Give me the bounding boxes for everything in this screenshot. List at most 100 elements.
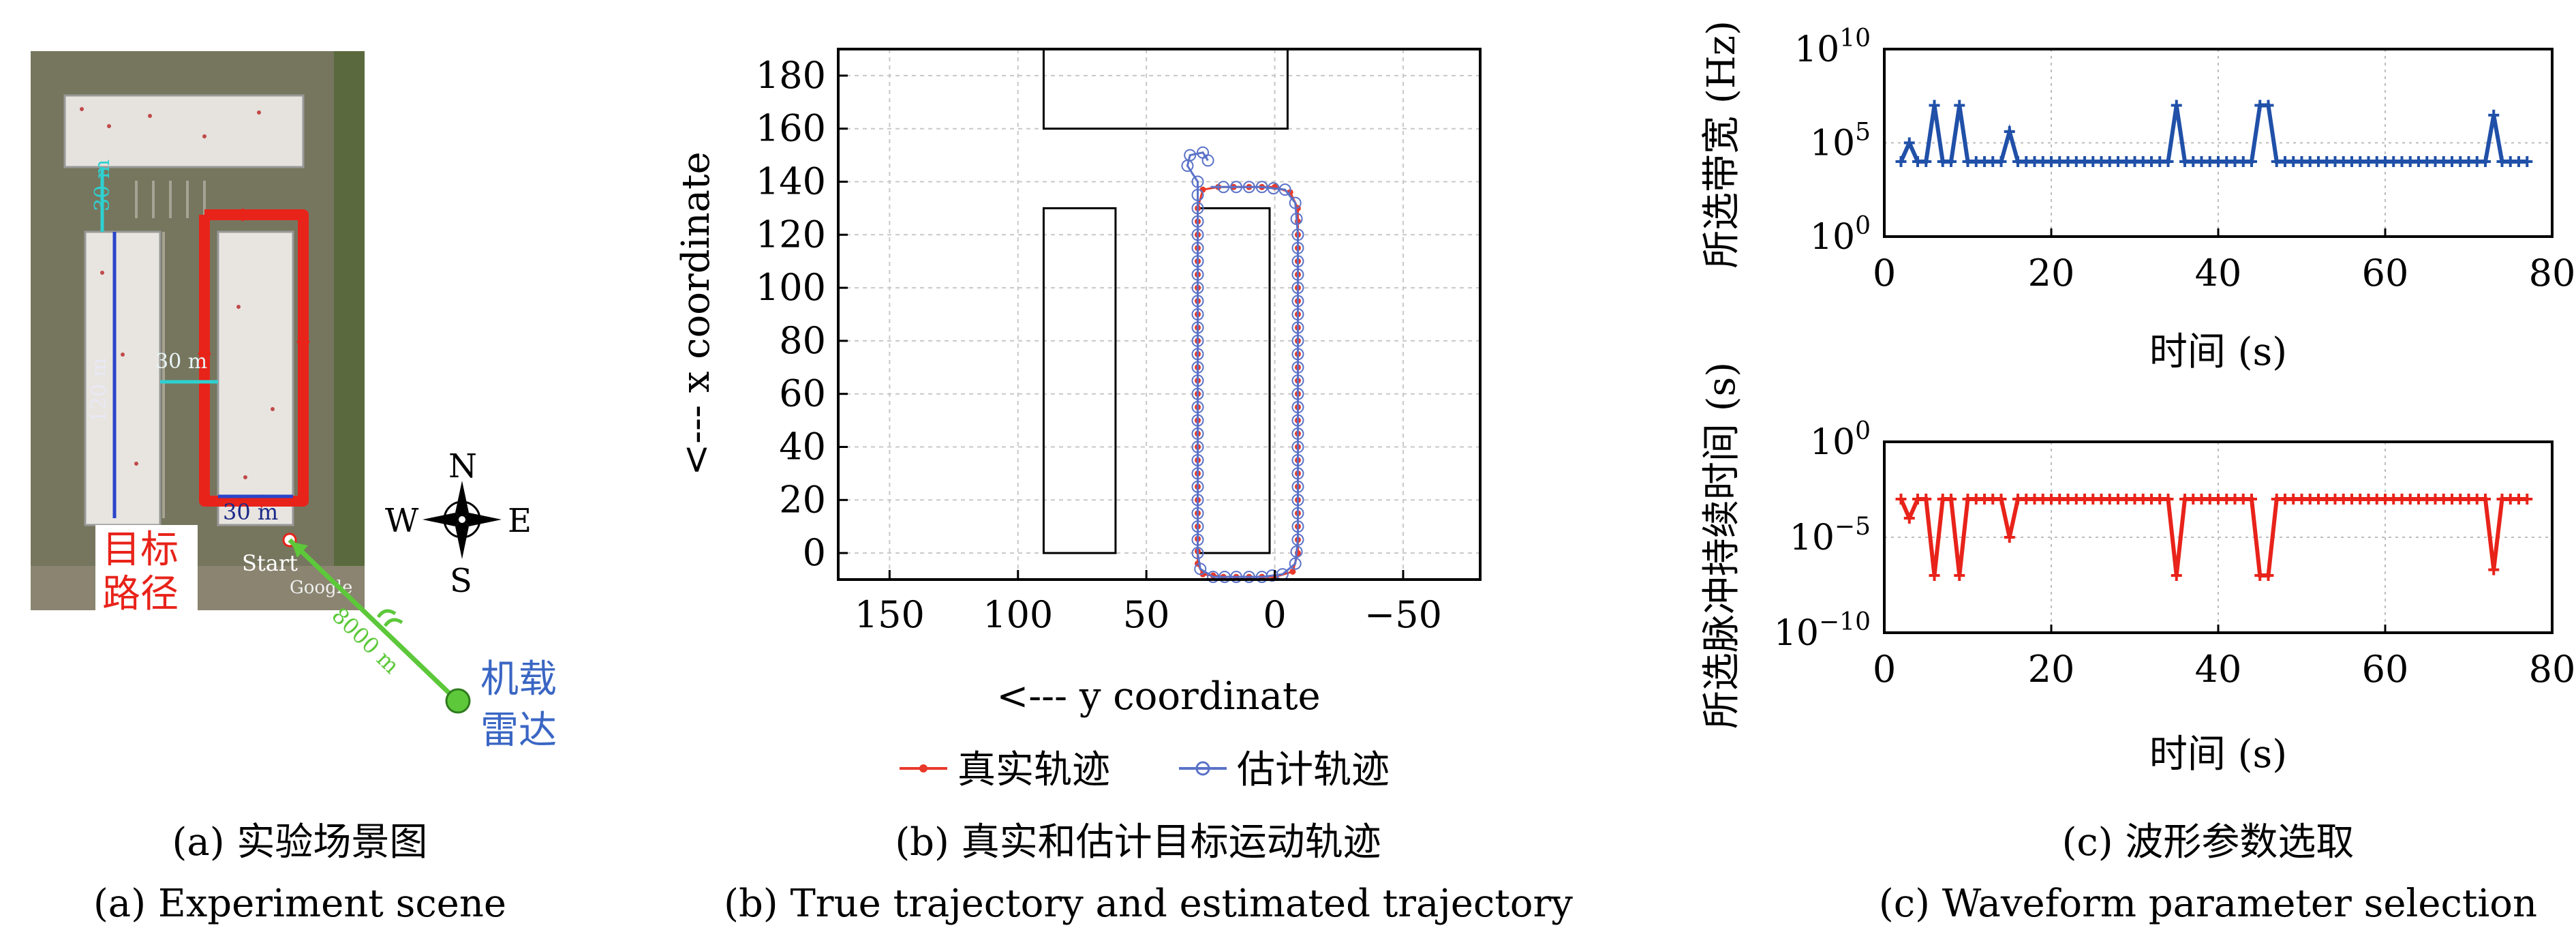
tree-strip xyxy=(334,51,365,610)
target-path-label-box xyxy=(95,525,198,614)
estimated-trajectory-point xyxy=(1191,440,1204,453)
estimated-trajectory-point xyxy=(1291,374,1304,387)
tick-label-y: 120 xyxy=(756,213,826,256)
target-path-label-1: 目标 xyxy=(102,528,179,572)
estimated-trajectory-point xyxy=(1191,282,1204,295)
building-outline xyxy=(1042,207,1117,554)
series-marker xyxy=(1903,137,1915,149)
series-marker xyxy=(2480,156,2491,167)
series-marker xyxy=(1946,156,1957,167)
estimated-trajectory-point xyxy=(1291,295,1304,308)
estimated-trajectory-point xyxy=(1194,562,1207,575)
estimated-trajectory-point xyxy=(1267,182,1280,195)
series-marker xyxy=(2263,570,2274,581)
estimated-trajectory-point xyxy=(1230,571,1243,584)
estimated-trajectory-point xyxy=(1191,361,1204,374)
estimated-trajectory-point xyxy=(1191,228,1204,241)
series-marker xyxy=(2488,564,2500,575)
tick-label-x: 0 xyxy=(1873,252,1896,295)
series-marker xyxy=(2162,156,2174,167)
true-trajectory-line xyxy=(1197,185,1299,578)
tick-label-x: 40 xyxy=(2195,648,2242,691)
tick-label-y: 60 xyxy=(779,372,826,415)
tick-label-x: 150 xyxy=(855,593,925,636)
series-marker xyxy=(2521,156,2533,167)
estimated-trajectory-point xyxy=(1191,175,1204,188)
bandwidth-series xyxy=(1895,100,2533,167)
estimated-trajectory-point xyxy=(1191,348,1204,361)
bandwidth-chart: 0 20 40 60 80 100 105 1010 时间 (s) 所选带宽 (Hz) xyxy=(1700,20,2575,374)
tick-label-x: 80 xyxy=(2529,252,2576,295)
estimated-trajectory-point xyxy=(1191,427,1204,440)
estimated-trajectory-point xyxy=(1291,334,1304,347)
series-marker xyxy=(2004,532,2015,543)
estimated-trajectory-point xyxy=(1291,440,1304,453)
estimated-trajectory-point xyxy=(1191,268,1204,281)
estimated-trajectory-point xyxy=(1291,361,1304,374)
pulse-xlabel: 时间 (s) xyxy=(2149,732,2287,777)
estimated-trajectory-point xyxy=(1191,533,1204,546)
tick-label-y: 10−10 xyxy=(1774,608,1871,654)
caption-a-en: (a) Experiment scene xyxy=(93,882,507,926)
tick-label-y: 140 xyxy=(756,160,826,203)
dim-left-label: 120 m xyxy=(87,358,111,423)
trajectory-chart: 150 100 50 0 −50 0 20 40 60 80 100 120 140 160 180 <--… xyxy=(674,48,1482,792)
dim-middle-label: 30 m xyxy=(155,350,207,374)
tick-label-x: 40 xyxy=(2195,252,2242,295)
estimated-trajectory-point xyxy=(1291,308,1304,320)
bandwidth-xlabel: 时间 (s) xyxy=(2149,330,2287,374)
building-outline xyxy=(1042,48,1289,130)
pulse-grid xyxy=(1884,441,2553,633)
series-marker xyxy=(1903,513,1915,524)
estimated-trajectory-point xyxy=(1242,571,1255,584)
series-marker xyxy=(1946,494,1957,505)
estimated-trajectory-point xyxy=(1191,480,1204,493)
trajectory-legend: 真实轨迹 估计轨迹 xyxy=(900,748,1390,792)
tick-label-x: 60 xyxy=(2362,252,2409,295)
radar-label-1: 机载 xyxy=(480,657,557,702)
estimated-trajectory-point xyxy=(1291,321,1304,334)
series-marker xyxy=(2246,494,2257,505)
dim-bottom-label: 30 m xyxy=(223,499,278,525)
series-marker xyxy=(1954,570,1965,581)
estimated-trajectory-point xyxy=(1291,228,1304,241)
roof-spots xyxy=(80,107,275,479)
estimated-trajectory-point xyxy=(1291,401,1304,414)
estimated-trajectory-point xyxy=(1191,295,1204,308)
pulse-ylabel: 所选脉冲持续时间 (s) xyxy=(1700,362,1744,729)
tick-label-y: 80 xyxy=(779,319,826,362)
estimated-trajectory-point xyxy=(1191,494,1204,507)
series-line xyxy=(1899,103,2528,164)
series-marker xyxy=(1929,570,1940,581)
tick-label-x: 100 xyxy=(983,593,1053,636)
estimated-trajectory-point xyxy=(1191,255,1204,268)
bandwidth-ylabel: 所选带宽 (Hz) xyxy=(1700,20,1744,269)
estimated-trajectory-point xyxy=(1181,160,1194,172)
series-marker xyxy=(1920,494,1932,505)
legend-true-marker xyxy=(919,764,927,772)
compass-s: S xyxy=(450,562,472,600)
trajectory-ylabel: <--- x coordinate xyxy=(674,151,718,475)
building-outline xyxy=(1197,207,1271,554)
estimated-trajectory-point xyxy=(1191,202,1204,215)
estimated-trajectory-point xyxy=(1255,181,1268,194)
caption-b-cn: (b) 真实和估计目标运动轨迹 xyxy=(895,820,1381,865)
estimated-trajectory-point xyxy=(1291,453,1304,466)
series-marker xyxy=(2162,494,2174,505)
building-roofs xyxy=(63,94,305,526)
legend-true-label: 真实轨迹 xyxy=(957,748,1110,792)
series-marker xyxy=(1995,494,2007,505)
series-marker xyxy=(2004,125,2015,137)
series-marker xyxy=(1954,100,1965,111)
estimated-trajectory-point xyxy=(1290,545,1303,558)
radar-link-line xyxy=(288,538,457,701)
estimated-trajectory-point xyxy=(1191,401,1204,414)
estimated-trajectory-point xyxy=(1291,427,1304,440)
radar-link-arrow xyxy=(292,542,308,558)
parking-lines xyxy=(135,181,206,518)
trajectory-buildings xyxy=(1042,48,1289,554)
pulse-series xyxy=(1895,494,2533,581)
tick-label-x: 80 xyxy=(2529,648,2576,691)
estimated-trajectory-point xyxy=(1191,520,1204,533)
